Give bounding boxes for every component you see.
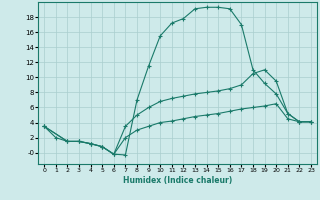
X-axis label: Humidex (Indice chaleur): Humidex (Indice chaleur) — [123, 176, 232, 185]
